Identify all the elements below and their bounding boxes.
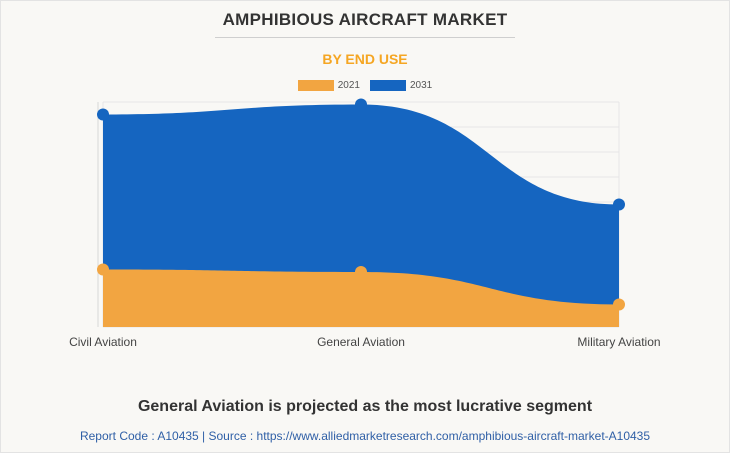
data-point-2031-2 xyxy=(613,198,625,211)
x-tick-label: Civil Aviation xyxy=(69,335,137,349)
data-point-2031-1 xyxy=(355,98,367,111)
legend-item-2021[interactable]: 2021 xyxy=(297,80,360,91)
chart-title: AMPHIBIOUS AIRCRAFT MARKET xyxy=(222,10,508,29)
legend-swatch-2021 xyxy=(297,80,334,91)
data-point-2021-2 xyxy=(613,298,625,311)
chart-legend: 2021 2031 xyxy=(0,80,730,91)
x-tick-label: General Aviation xyxy=(317,335,405,349)
legend-item-2031[interactable]: 2031 xyxy=(370,80,432,91)
data-point-2031-0 xyxy=(97,108,109,121)
title-divider xyxy=(215,37,515,38)
area-series-2021 xyxy=(103,269,619,327)
x-tick-label: Military Aviation xyxy=(577,335,660,349)
chart-subtitle: BY END USE xyxy=(322,51,408,67)
source-footer: Report Code : A10435 | Source : https://… xyxy=(79,429,651,443)
legend-label-2021: 2021 xyxy=(337,80,360,91)
data-point-2021-0 xyxy=(97,263,109,276)
data-point-2021-1 xyxy=(355,266,367,278)
insight-text: General Aviation is projected as the mos… xyxy=(137,398,593,415)
legend-label-2031: 2031 xyxy=(410,80,433,91)
legend-swatch-2031 xyxy=(370,80,406,91)
